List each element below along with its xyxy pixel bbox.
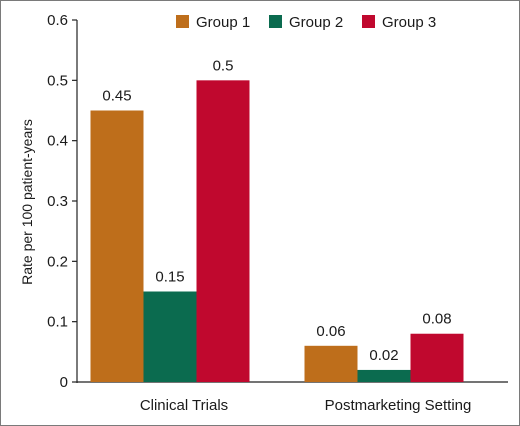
bar-group-3-0 — [196, 80, 250, 382]
data-label: 0.08 — [422, 311, 451, 328]
data-label: 0.5 — [213, 57, 234, 74]
bar-group-2-0 — [143, 291, 197, 382]
y-axis-ticks: 0 0.1 0.2 0.3 0.4 0.5 0.6 — [47, 12, 77, 391]
y-tick-label: 0.5 — [47, 72, 68, 89]
legend-swatch — [362, 15, 375, 28]
legend-label: Group 2 — [289, 14, 343, 31]
y-tick-label: 0.4 — [47, 133, 68, 150]
legend: Group 1 Group 2 Group 3 — [176, 14, 436, 31]
data-labels: 0.45 0.06 0.15 0.02 0.5 0.08 — [102, 57, 451, 364]
bar-group-1-1 — [304, 345, 358, 382]
bar-group-3-1 — [410, 333, 464, 382]
x-axis-category-labels: Clinical Trials Postmarketing Setting — [140, 397, 472, 414]
y-tick-label: 0.2 — [47, 253, 68, 270]
y-tick-label: 0.1 — [47, 314, 68, 331]
x-category-label: Postmarketing Setting — [325, 397, 472, 414]
legend-swatch — [269, 15, 282, 28]
data-label: 0.06 — [316, 323, 345, 340]
y-tick-label: 0.3 — [47, 193, 68, 210]
y-tick-label: 0 — [60, 374, 68, 391]
legend-swatch — [176, 15, 189, 28]
x-category-label: Clinical Trials — [140, 397, 228, 414]
y-tick-label: 0.6 — [47, 12, 68, 29]
legend-label: Group 3 — [382, 14, 436, 31]
bar-group-1-0 — [90, 110, 144, 382]
data-label: 0.15 — [155, 269, 184, 286]
legend-label: Group 1 — [196, 14, 250, 31]
bar-group-2-1 — [357, 369, 411, 382]
data-label: 0.02 — [369, 347, 398, 364]
bars — [90, 80, 464, 382]
data-label: 0.45 — [102, 88, 131, 105]
y-axis-label: Rate per 100 patient-years — [19, 119, 35, 285]
